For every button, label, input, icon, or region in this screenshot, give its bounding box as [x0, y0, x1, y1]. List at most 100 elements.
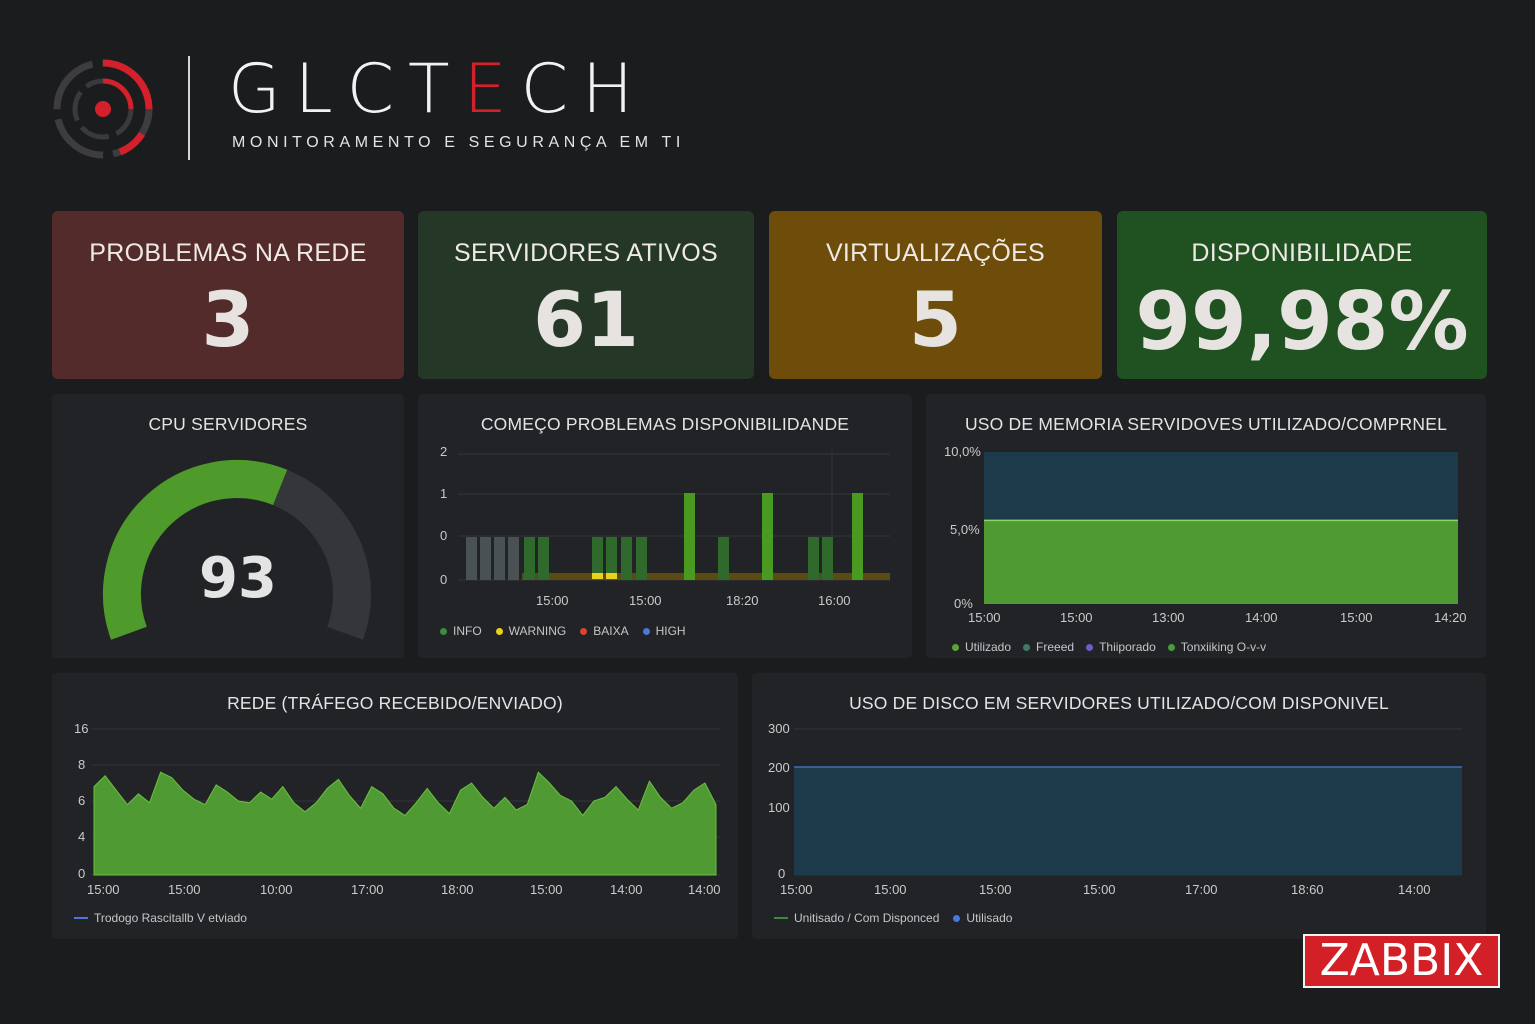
y-tick-label: 0% — [954, 596, 973, 611]
memory-legend: Utilizado Freeed Thiiporado Tonxiiking O… — [952, 640, 1266, 654]
y-tick-label: 8 — [78, 757, 85, 772]
bar — [524, 537, 535, 580]
y-tick-label: 0 — [440, 528, 447, 543]
x-tick-label: 14:00 — [610, 882, 643, 897]
stat-title: DISPONIBILIDADE — [1191, 239, 1413, 267]
brand-title-accent: E — [463, 50, 521, 129]
x-tick-label: 18:60 — [1291, 882, 1324, 897]
dot-icon — [440, 627, 447, 635]
x-tick-label: 15:00 — [780, 882, 813, 897]
x-tick-label: 15:00 — [1340, 610, 1373, 625]
gauge-value: 93 — [199, 546, 277, 611]
x-tick-label: 14:00 — [1245, 610, 1278, 625]
x-tick-label: 17:00 — [1185, 882, 1218, 897]
x-tick-label: 15:00 — [629, 593, 662, 608]
bar — [494, 537, 505, 580]
x-tick-label: 15:00 — [168, 882, 201, 897]
dot-icon — [1023, 643, 1031, 651]
dot-icon — [953, 914, 961, 922]
bar — [684, 493, 695, 580]
y-tick-label: 200 — [768, 760, 790, 775]
memory-chart-panel[interactable]: USO DE MEMORIA SERVIDOVES UTILIZADO/COMP… — [926, 394, 1486, 658]
brand-title: GLCTECH — [228, 50, 648, 129]
y-tick-label: 10,0% — [944, 444, 981, 459]
x-tick-label: 18:00 — [441, 882, 474, 897]
stat-value: 5 — [909, 275, 962, 364]
line-icon — [74, 917, 88, 919]
bar — [480, 537, 491, 580]
legend-item-high: HIGH — [642, 624, 686, 638]
network-legend: Trodogo Rascitallb V etviado — [74, 911, 247, 925]
x-tick-label: 15:00 — [87, 882, 120, 897]
x-tick-label: 15:00 — [1060, 610, 1093, 625]
dot-icon — [1086, 643, 1094, 651]
legend-item-thiiporado: Thiiporado — [1086, 640, 1156, 654]
bar — [508, 537, 519, 580]
line-icon — [774, 917, 788, 919]
x-tick-label: 15:00 — [874, 882, 907, 897]
dot-icon — [952, 643, 959, 651]
stat-card-servers[interactable]: SERVIDORES ATIVOS 61 — [418, 211, 754, 379]
bar — [808, 537, 819, 580]
bar — [762, 493, 773, 580]
network-area — [93, 771, 717, 876]
y-tick-label: 0 — [78, 866, 85, 881]
stat-card-availability[interactable]: DISPONIBILIDADE 99,98% — [1117, 211, 1487, 379]
brand-subtitle: MONITORAMENTO E SEGURANÇA EM TI — [232, 134, 685, 151]
legend-item-info: INFO — [440, 624, 482, 638]
y-tick-label: 100 — [768, 800, 790, 815]
network-chart-panel[interactable]: REDE (TRÁFEGO RECEBIDO/ENVIADO) 16 8 6 4… — [52, 673, 738, 939]
x-tick-label: 14:00 — [688, 882, 721, 897]
problems-chart-panel[interactable]: COMEÇO PROBLEMAS DISPONIBILIDANDE 2 1 0 … — [418, 394, 912, 658]
x-tick-label: 10:00 — [260, 882, 293, 897]
brand-divider — [188, 56, 190, 160]
x-tick-label: 15:00 — [968, 610, 1001, 625]
bar — [636, 537, 647, 580]
x-tick-label: 15:00 — [536, 593, 569, 608]
x-tick-label: 13:00 — [1152, 610, 1185, 625]
legend-item-utilizado: Utilizado — [952, 640, 1011, 654]
stat-card-virtualization[interactable]: VIRTUALIZAÇÕES 5 — [769, 211, 1102, 379]
legend-item-traffic: Trodogo Rascitallb V etviado — [74, 911, 247, 925]
legend-item-unitisado: Unitisado / Com Disponced — [774, 911, 939, 925]
x-tick-label: 14:20 — [1434, 610, 1467, 625]
x-tick-label: 16:00 — [818, 593, 851, 608]
panel-title: USO DE DISCO EM SERVIDORES UTILIZADO/COM… — [849, 693, 1389, 713]
stat-card-problems[interactable]: PROBLEMAS NA REDE 3 — [52, 211, 404, 379]
memory-chart: 10,0% 5,0% 0% 15:00 15:00 13:00 14:00 15… — [944, 444, 1467, 625]
y-tick-label: 1 — [440, 486, 447, 501]
legend-item-utilisado: Utilisado — [953, 911, 1012, 925]
panel-title: COMEÇO PROBLEMAS DISPONIBILIDANDE — [480, 414, 850, 434]
disk-legend: Unitisado / Com Disponced Utilisado — [774, 911, 1012, 925]
bar — [466, 537, 477, 580]
brand-header: GLCTECH MONITORAMENTO E SEGURANÇA EM TI — [50, 52, 750, 162]
y-tick-label: 16 — [74, 721, 88, 736]
legend-item-baixa: BAIXA — [580, 624, 629, 638]
x-tick-label: 15:00 — [530, 882, 563, 897]
bar — [606, 537, 617, 580]
bar — [592, 537, 603, 580]
dot-icon — [1167, 643, 1175, 651]
gauge-fill — [103, 460, 288, 640]
y-tick-label: 300 — [768, 721, 790, 736]
stat-title: VIRTUALIZAÇÕES — [825, 239, 1046, 267]
disk-area — [794, 767, 1462, 875]
legend-item-freeed: Freeed — [1023, 640, 1074, 654]
x-tick-label: 15:00 — [979, 882, 1012, 897]
target-icon — [53, 59, 153, 159]
dot-icon — [642, 627, 650, 635]
cpu-panel[interactable]: CPU SERVIDORES 93 — [52, 394, 404, 658]
stat-value: 3 — [201, 275, 255, 364]
y-tick-label: 0 — [440, 572, 447, 587]
bar — [822, 537, 833, 580]
baseline-band — [522, 573, 890, 580]
x-tick-label: 18:20 — [726, 593, 759, 608]
x-tick-label: 15:00 — [1083, 882, 1116, 897]
bar — [621, 537, 632, 580]
disk-chart: 300 200 100 0 15:00 15:00 15:00 15:00 17… — [768, 721, 1462, 897]
panel-title: REDE (TRÁFEGO RECEBIDO/ENVIADO) — [227, 693, 563, 713]
legend-item-warning: WARNING — [495, 624, 566, 638]
disk-chart-panel[interactable]: USO DE DISCO EM SERVIDORES UTILIZADO/COM… — [752, 673, 1486, 939]
warning-bar — [606, 573, 617, 579]
dot-icon — [580, 627, 588, 635]
